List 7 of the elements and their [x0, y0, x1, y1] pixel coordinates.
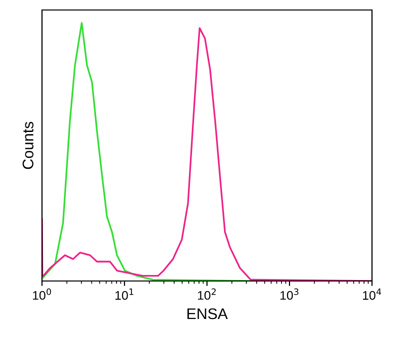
- x-tick-label: 10$^{1}$: [115, 288, 134, 300]
- x-axis-title: ENSA: [187, 308, 228, 320]
- x-tick-label: 10$^{2}$: [198, 288, 216, 300]
- y-axis-title: Counts: [22, 122, 34, 169]
- x-tick-label: 10$^{3}$: [280, 288, 298, 300]
- x-tick-label: 10$^{0}$: [32, 288, 52, 300]
- x-tick-label: 10$^{4}$: [362, 288, 382, 300]
